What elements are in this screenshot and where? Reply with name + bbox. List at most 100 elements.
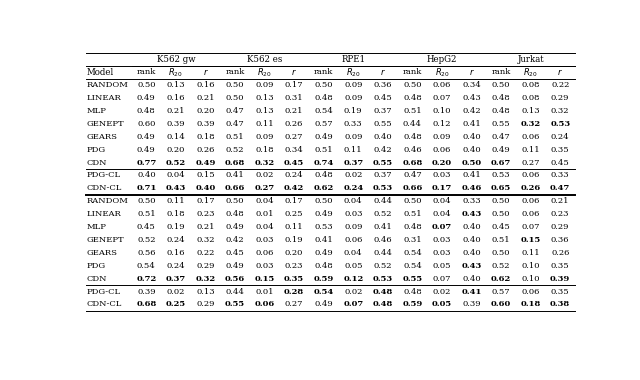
Text: 0.72: 0.72	[136, 275, 157, 283]
Text: 0.48: 0.48	[314, 262, 333, 270]
Text: 0.35: 0.35	[551, 262, 570, 270]
Text: 0.34: 0.34	[285, 146, 303, 154]
Text: 0.54: 0.54	[314, 288, 334, 296]
Text: 0.10: 0.10	[522, 262, 540, 270]
Text: 0.68: 0.68	[402, 158, 422, 166]
Text: 0.33: 0.33	[344, 120, 363, 128]
Text: 0.49: 0.49	[226, 223, 244, 231]
Text: 0.53: 0.53	[550, 120, 570, 128]
Text: 0.04: 0.04	[166, 171, 185, 179]
Text: 0.43: 0.43	[461, 262, 482, 270]
Text: 0.55: 0.55	[372, 158, 393, 166]
Text: 0.62: 0.62	[314, 184, 334, 192]
Text: 0.02: 0.02	[344, 288, 362, 296]
Text: 0.07: 0.07	[343, 301, 364, 309]
Text: 0.11: 0.11	[522, 249, 540, 257]
Text: 0.55: 0.55	[492, 120, 511, 128]
Text: CDN-CL: CDN-CL	[86, 301, 122, 309]
Text: 0.50: 0.50	[492, 249, 510, 257]
Text: rank: rank	[137, 68, 156, 76]
Text: 0.40: 0.40	[462, 236, 481, 244]
Text: 0.35: 0.35	[284, 275, 304, 283]
Text: 0.48: 0.48	[403, 288, 422, 296]
Text: 0.24: 0.24	[343, 184, 364, 192]
Text: RANDOM: RANDOM	[86, 81, 129, 89]
Text: 0.51: 0.51	[403, 107, 422, 115]
Text: 0.10: 0.10	[433, 107, 451, 115]
Text: 0.55: 0.55	[403, 275, 422, 283]
Text: 0.53: 0.53	[372, 275, 393, 283]
Text: 0.40: 0.40	[462, 275, 481, 283]
Text: PDG: PDG	[86, 146, 106, 154]
Text: 0.49: 0.49	[314, 301, 333, 309]
Text: 0.53: 0.53	[314, 223, 333, 231]
Text: 0.03: 0.03	[433, 171, 451, 179]
Text: 0.50: 0.50	[226, 197, 244, 205]
Text: 0.32: 0.32	[551, 107, 570, 115]
Text: 0.19: 0.19	[166, 223, 185, 231]
Text: 0.19: 0.19	[285, 236, 303, 244]
Text: 0.67: 0.67	[491, 158, 511, 166]
Text: 0.29: 0.29	[551, 94, 570, 102]
Text: 0.43: 0.43	[166, 184, 186, 192]
Text: 0.47: 0.47	[226, 107, 244, 115]
Text: 0.13: 0.13	[255, 107, 274, 115]
Text: 0.21: 0.21	[166, 107, 185, 115]
Text: 0.29: 0.29	[196, 301, 215, 309]
Text: 0.06: 0.06	[433, 146, 451, 154]
Text: 0.06: 0.06	[522, 171, 540, 179]
Text: 0.54: 0.54	[137, 262, 156, 270]
Text: 0.26: 0.26	[520, 184, 541, 192]
Text: HepG2: HepG2	[427, 55, 457, 64]
Text: 0.50: 0.50	[226, 94, 244, 102]
Text: 0.07: 0.07	[433, 94, 451, 102]
Text: 0.36: 0.36	[374, 81, 392, 89]
Text: 0.39: 0.39	[137, 288, 156, 296]
Text: 0.50: 0.50	[461, 158, 482, 166]
Text: 0.55: 0.55	[225, 301, 245, 309]
Text: 0.05: 0.05	[432, 301, 452, 309]
Text: 0.40: 0.40	[462, 133, 481, 141]
Text: RANDOM: RANDOM	[86, 197, 129, 205]
Text: 0.29: 0.29	[551, 223, 570, 231]
Text: 0.49: 0.49	[226, 262, 244, 270]
Text: GENEPT: GENEPT	[86, 236, 124, 244]
Text: 0.68: 0.68	[225, 158, 245, 166]
Text: 0.06: 0.06	[522, 288, 540, 296]
Text: 0.41: 0.41	[226, 171, 244, 179]
Text: 0.20: 0.20	[196, 107, 214, 115]
Text: 0.49: 0.49	[195, 158, 216, 166]
Text: 0.48: 0.48	[492, 107, 511, 115]
Text: 0.27: 0.27	[522, 158, 540, 166]
Text: 0.35: 0.35	[551, 146, 570, 154]
Text: 0.11: 0.11	[285, 223, 303, 231]
Text: 0.06: 0.06	[522, 133, 540, 141]
Text: PDG-CL: PDG-CL	[86, 288, 120, 296]
Text: 0.42: 0.42	[462, 107, 481, 115]
Text: CDN: CDN	[86, 158, 107, 166]
Text: $r$: $r$	[468, 67, 474, 77]
Text: 0.31: 0.31	[285, 94, 303, 102]
Text: 0.48: 0.48	[314, 171, 333, 179]
Text: 0.25: 0.25	[285, 210, 303, 218]
Text: rank: rank	[403, 68, 422, 76]
Text: 0.39: 0.39	[196, 120, 215, 128]
Text: 0.22: 0.22	[551, 81, 570, 89]
Text: GENEPT: GENEPT	[86, 120, 124, 128]
Text: 0.23: 0.23	[551, 210, 570, 218]
Text: 0.48: 0.48	[314, 94, 333, 102]
Text: 0.40: 0.40	[374, 133, 392, 141]
Text: 0.19: 0.19	[344, 107, 363, 115]
Text: 0.42: 0.42	[284, 184, 304, 192]
Text: 0.44: 0.44	[226, 288, 244, 296]
Text: 0.32: 0.32	[195, 275, 216, 283]
Text: 0.41: 0.41	[462, 120, 481, 128]
Text: 0.02: 0.02	[344, 171, 362, 179]
Text: 0.24: 0.24	[166, 236, 185, 244]
Text: 0.42: 0.42	[226, 236, 244, 244]
Text: 0.38: 0.38	[550, 301, 570, 309]
Text: 0.51: 0.51	[226, 133, 244, 141]
Text: 0.07: 0.07	[522, 223, 540, 231]
Text: 0.46: 0.46	[374, 236, 392, 244]
Text: 0.50: 0.50	[492, 197, 510, 205]
